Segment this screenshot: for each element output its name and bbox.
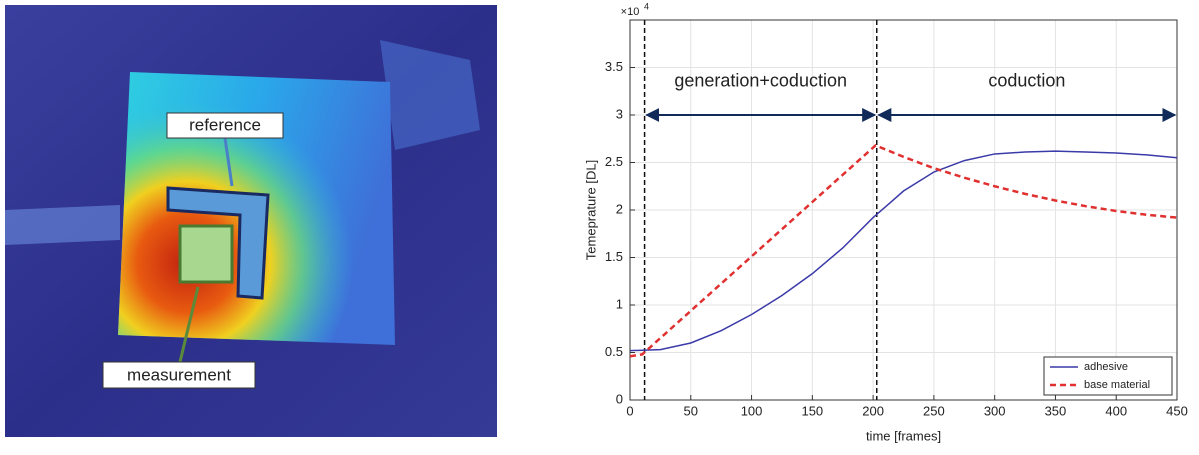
y-tick-label: 2 <box>616 201 623 216</box>
series-line <box>629 150 1178 352</box>
axes-frame <box>629 19 1178 401</box>
measurement-region <box>178 224 234 284</box>
series-line <box>629 143 1178 358</box>
x-axis-label: time [frames] <box>866 428 941 443</box>
y-axis-label: Temeprature [DL] <box>583 160 598 260</box>
x-tick-label: 0 <box>626 403 633 418</box>
x-tick-label: 100 <box>741 403 763 418</box>
x-tick-label: 200 <box>862 403 884 418</box>
y-tick-label: 1 <box>616 296 623 311</box>
phase-label: generation+coduction <box>674 71 847 91</box>
x-tick-label: 300 <box>984 403 1006 418</box>
y-tick-label: 3.5 <box>605 59 623 74</box>
x-tick-label: 50 <box>684 403 698 418</box>
legend-box <box>1043 356 1173 396</box>
y-tick-label: 1.5 <box>605 249 623 264</box>
x-tick-label: 450 <box>1166 403 1188 418</box>
phase-label: coduction <box>988 71 1065 91</box>
y-multiplier: ×10 <box>621 6 640 18</box>
legend-label: adhesive <box>1084 361 1128 373</box>
y-tick-label: 0.5 <box>605 344 623 359</box>
y-tick-label: 2.5 <box>605 154 623 169</box>
measurement-label: measurement <box>127 365 231 384</box>
x-tick-label: 350 <box>1045 403 1067 418</box>
thermal-image: reference measurement <box>5 5 497 437</box>
chart: 0 50 100 150 200 250 300 350 400 450 0 0.5 1 1.5 2 2.5 3… <box>583 1 1187 443</box>
y-tick-label: 3 <box>616 106 623 121</box>
reference-label: reference <box>189 115 261 134</box>
x-tick-label: 150 <box>801 403 823 418</box>
reference-region <box>166 186 270 300</box>
y-tick-label: 0 <box>616 391 623 406</box>
y-multiplier-exponent: 4 <box>644 1 649 11</box>
legend-label: base material <box>1084 379 1150 391</box>
x-tick-label: 250 <box>923 403 945 418</box>
x-tick-label: 400 <box>1105 403 1127 418</box>
